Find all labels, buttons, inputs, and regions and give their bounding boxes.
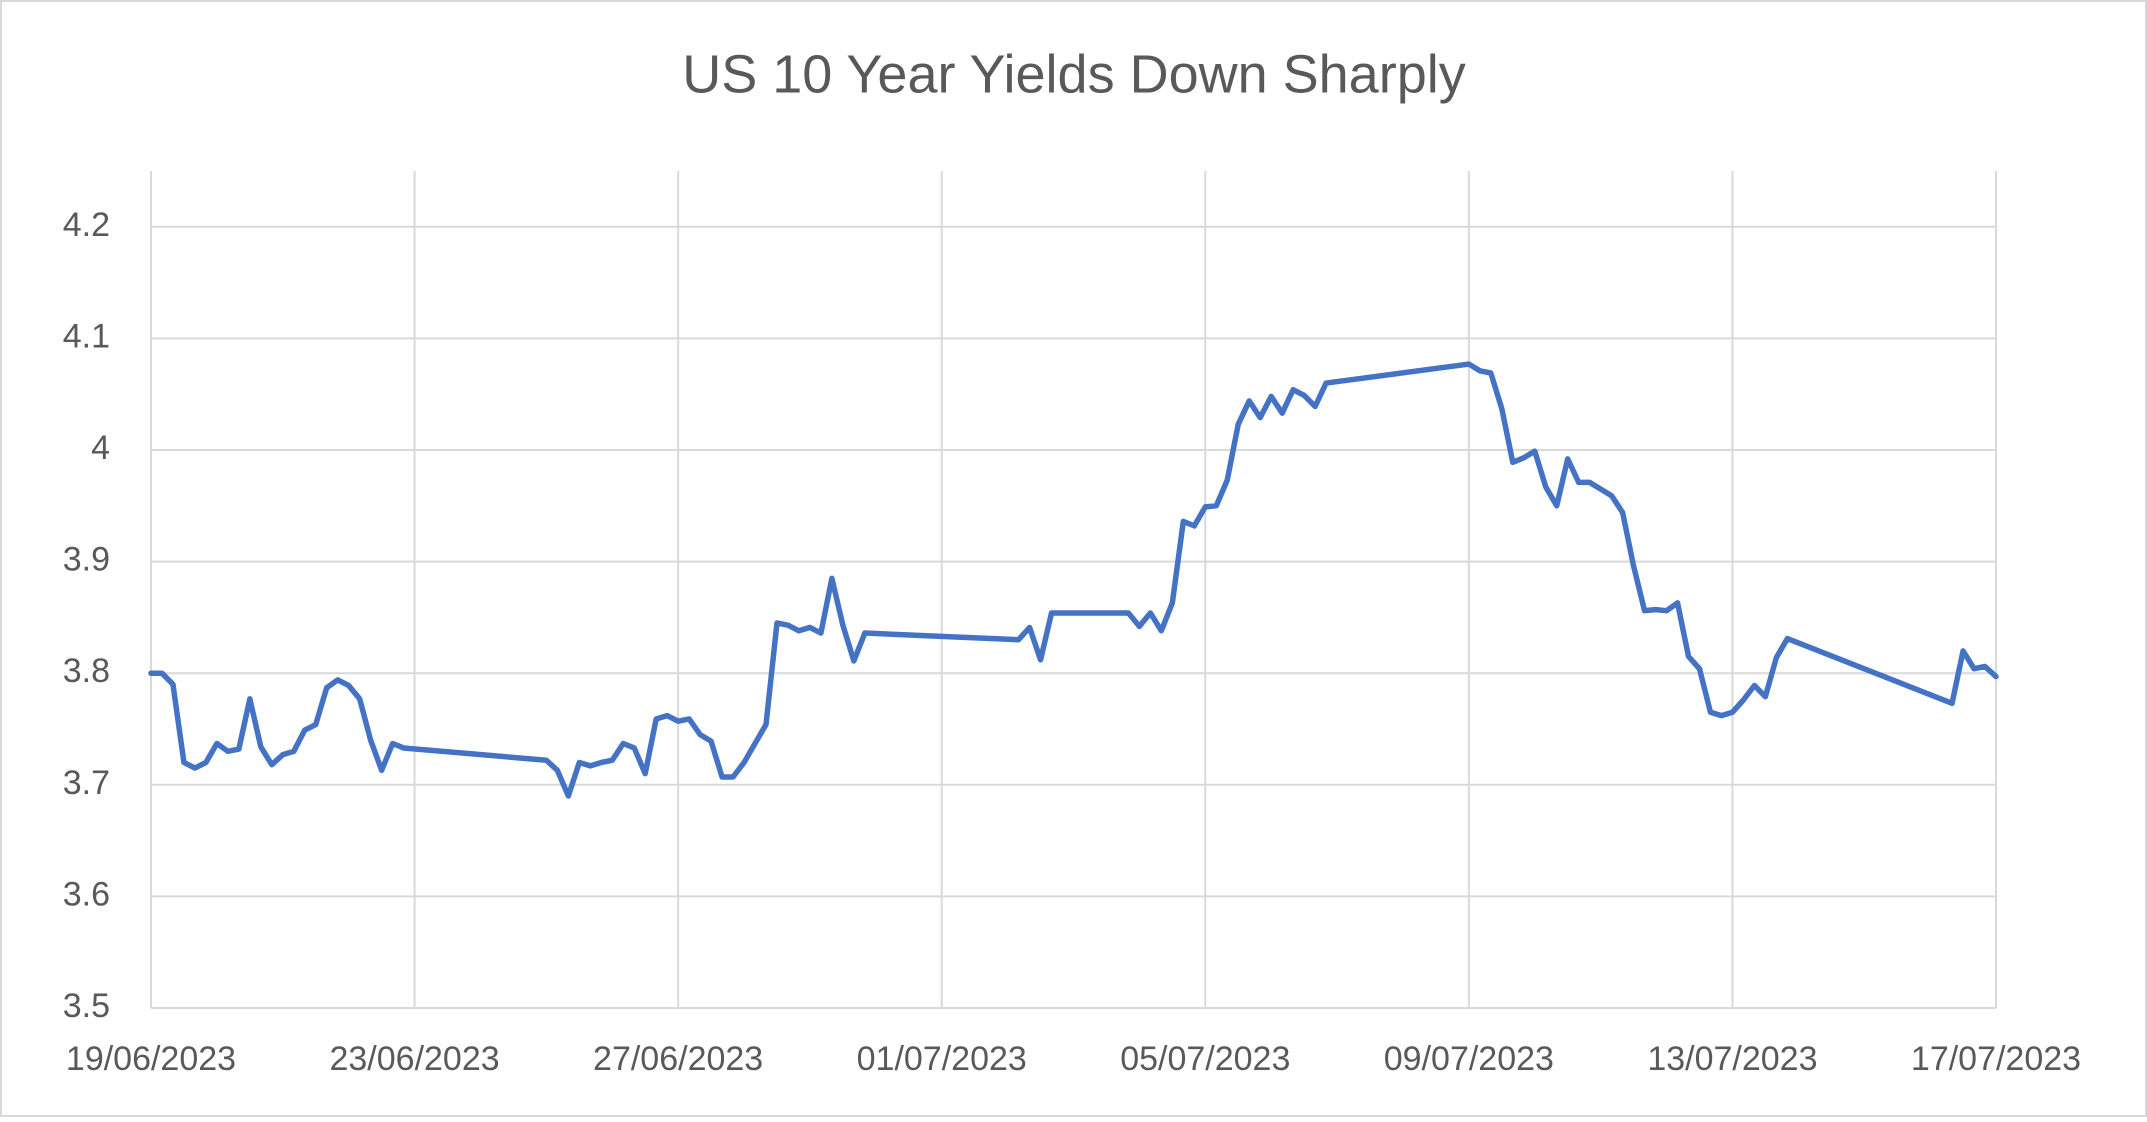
chart-title: US 10 Year Yields Down Sharply xyxy=(682,44,1465,104)
x-tick-label: 13/07/2023 xyxy=(1647,1040,1817,1078)
x-tick-label: 27/06/2023 xyxy=(593,1040,763,1078)
y-tick-label: 3.7 xyxy=(63,764,110,802)
y-tick-label: 4.2 xyxy=(63,206,110,244)
x-tick-label: 01/07/2023 xyxy=(857,1040,1027,1078)
x-tick-label: 23/06/2023 xyxy=(329,1040,499,1078)
y-tick-label: 4 xyxy=(91,429,110,467)
x-tick-label: 17/07/2023 xyxy=(1911,1040,2081,1078)
x-tick-label: 05/07/2023 xyxy=(1120,1040,1290,1078)
y-tick-label: 3.9 xyxy=(63,541,110,579)
y-tick-label: 3.8 xyxy=(63,652,110,690)
x-tick-label: 19/06/2023 xyxy=(66,1040,236,1078)
y-tick-label: 3.5 xyxy=(63,987,110,1025)
data-line xyxy=(148,361,1999,799)
y-tick-label: 3.6 xyxy=(63,875,110,913)
x-tick-label: 09/07/2023 xyxy=(1384,1040,1554,1078)
y-tick-label: 4.1 xyxy=(63,317,110,355)
